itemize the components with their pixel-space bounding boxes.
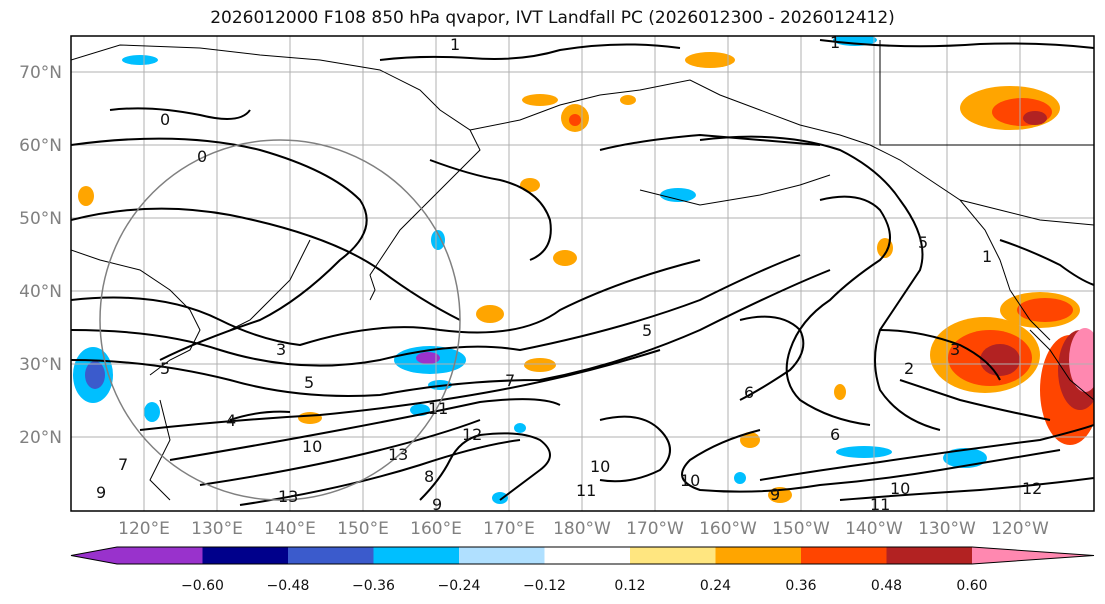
lat-label: 50°N xyxy=(19,209,62,229)
map-panel: 1 1 0 0 3 5 5 7 4 10 11 12 13 13 8 9 10 … xyxy=(71,33,1094,514)
lon-label: 120°W xyxy=(991,519,1049,539)
lat-label: 20°N xyxy=(19,428,62,448)
region-circle xyxy=(99,139,461,501)
contour-label: 2 xyxy=(904,359,914,378)
lat-label: 70°N xyxy=(19,63,62,83)
colorbar-tick: −0.12 xyxy=(523,578,566,594)
colorbar: −0.60 −0.48 −0.36 −0.24 −0.12 0.12 0.24 … xyxy=(70,546,1095,594)
contour-label: 3 xyxy=(276,340,286,359)
colorbar-segment xyxy=(373,547,459,564)
plot-title: 2026012000 F108 850 hPa qvapor, IVT Land… xyxy=(210,8,895,28)
contour-label: 10 xyxy=(680,471,700,490)
contour-label: 7 xyxy=(118,455,128,474)
contour-label: 5 xyxy=(304,373,314,392)
colorbar-tick: 0.60 xyxy=(956,578,987,594)
contour-label: 7 xyxy=(505,371,515,390)
lat-label: 40°N xyxy=(19,282,62,302)
contour-label: 12 xyxy=(1022,479,1042,498)
colorbar-tick: 0.24 xyxy=(700,578,731,594)
colorbar-tick: 0.36 xyxy=(785,578,816,594)
contour-labels: 1 1 0 0 3 5 5 7 4 10 11 12 13 13 8 9 10 … xyxy=(96,33,1042,514)
contour-label: 11 xyxy=(576,481,596,500)
colorbar-extend-high xyxy=(972,547,1094,564)
colorbar-tick: −0.36 xyxy=(352,578,395,594)
contour-label: 6 xyxy=(744,383,754,402)
contour-label: 5 xyxy=(918,233,928,252)
colorbar-tick: −0.48 xyxy=(267,578,310,594)
lon-label: 150°E xyxy=(337,519,389,539)
contour-label: 9 xyxy=(770,485,780,504)
lon-label: 160°E xyxy=(410,519,462,539)
lon-label: 140°E xyxy=(264,519,316,539)
contour-label: 9 xyxy=(432,495,442,514)
contour-label: 9 xyxy=(96,483,106,502)
latitude-labels: 70°N 60°N 50°N 40°N 30°N 20°N xyxy=(19,63,62,448)
contour-label: 6 xyxy=(830,425,840,444)
contour-label: 11 xyxy=(870,495,890,514)
colorbar-segment xyxy=(886,547,972,564)
contour-label: 0 xyxy=(197,147,207,166)
colorbar-tick: −0.60 xyxy=(181,578,224,594)
contour-label: 11 xyxy=(428,399,448,418)
contour-label: 8 xyxy=(424,467,434,486)
contour-label: 5 xyxy=(160,359,170,378)
contour-lines xyxy=(71,39,1094,506)
lon-label: 180°W xyxy=(553,519,611,539)
contour-label: 1 xyxy=(830,33,840,52)
colorbar-segment xyxy=(630,547,716,564)
lon-label: 170°W xyxy=(626,519,684,539)
contour-label: 4 xyxy=(226,411,236,430)
colorbar-segment xyxy=(459,547,545,564)
contour-label: 1 xyxy=(982,247,992,266)
contour-label: 10 xyxy=(590,457,610,476)
lat-label: 60°N xyxy=(19,136,62,156)
colorbar-segment xyxy=(202,547,288,564)
contour-label: 0 xyxy=(160,110,170,129)
contour-label: 1 xyxy=(450,35,460,54)
colorbar-segment xyxy=(117,547,203,564)
colorbar-segment xyxy=(801,547,887,564)
longitude-labels: 120°E 130°E 140°E 150°E 160°E 170°E 180°… xyxy=(118,519,1049,539)
colorbar-segment xyxy=(288,547,374,564)
lon-label: 140°W xyxy=(845,519,903,539)
colorbar-outline xyxy=(70,546,1095,565)
colorbar-segment xyxy=(544,547,630,564)
contour-label: 13 xyxy=(278,487,298,506)
lon-label: 130°E xyxy=(191,519,243,539)
coastlines xyxy=(71,40,1094,501)
map-frame xyxy=(70,35,1095,512)
lon-label: 120°E xyxy=(118,519,170,539)
lon-label: 150°W xyxy=(772,519,830,539)
contour-label: 5 xyxy=(642,321,652,340)
contour-label: 13 xyxy=(388,445,408,464)
contour-label: 10 xyxy=(890,479,910,498)
colorbar-tick: 0.12 xyxy=(614,578,645,594)
contour-label: 3 xyxy=(950,340,960,359)
colorbar-tick: 0.48 xyxy=(871,578,902,594)
lon-label: 160°W xyxy=(699,519,757,539)
lon-label: 130°W xyxy=(918,519,976,539)
colorbar-extend-low xyxy=(71,547,117,564)
lon-label: 170°E xyxy=(483,519,535,539)
contour-label: 10 xyxy=(302,437,322,456)
contour-label: 12 xyxy=(462,425,482,444)
colorbar-segment xyxy=(715,547,801,564)
lat-label: 30°N xyxy=(19,355,62,375)
colorbar-tick: −0.24 xyxy=(438,578,481,594)
